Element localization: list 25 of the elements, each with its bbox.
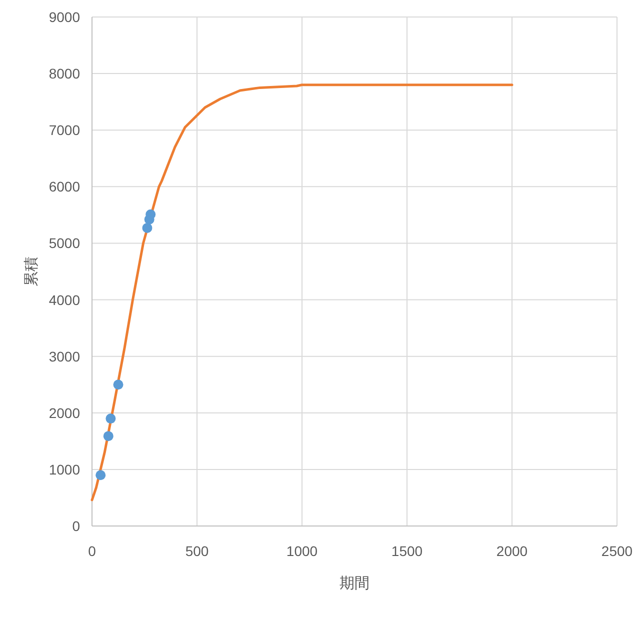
y-tick-label: 4000 [48, 292, 80, 308]
y-tick-label: 7000 [48, 122, 80, 138]
point [106, 414, 116, 424]
x-tick-label: 0 [88, 543, 96, 559]
y-tick-label: 1000 [48, 461, 80, 478]
y-tick-label: 2000 [48, 404, 80, 421]
point [113, 380, 124, 390]
x-tick-label: 2500 [601, 543, 633, 559]
point [103, 431, 114, 442]
x-tick-label: 1500 [391, 543, 423, 559]
y-tick-label: 6000 [48, 178, 80, 195]
x-tick-label: 2000 [496, 543, 528, 559]
y-tick-label: 3000 [48, 348, 80, 364]
x-tick-label: 500 [185, 543, 209, 559]
y-tick-label: 9000 [48, 9, 80, 25]
line-series [90, 84, 514, 502]
x-tick-label: 1000 [286, 543, 318, 559]
x-axis-title: 期間 [340, 575, 370, 592]
point [96, 470, 106, 480]
point [146, 209, 156, 220]
point [142, 222, 152, 233]
y-tick-label: 5000 [48, 235, 80, 252]
y-tick-label: 0 [72, 518, 80, 534]
y-tick-label: 8000 [48, 66, 80, 82]
y-axis-title: 累積 [23, 256, 40, 286]
